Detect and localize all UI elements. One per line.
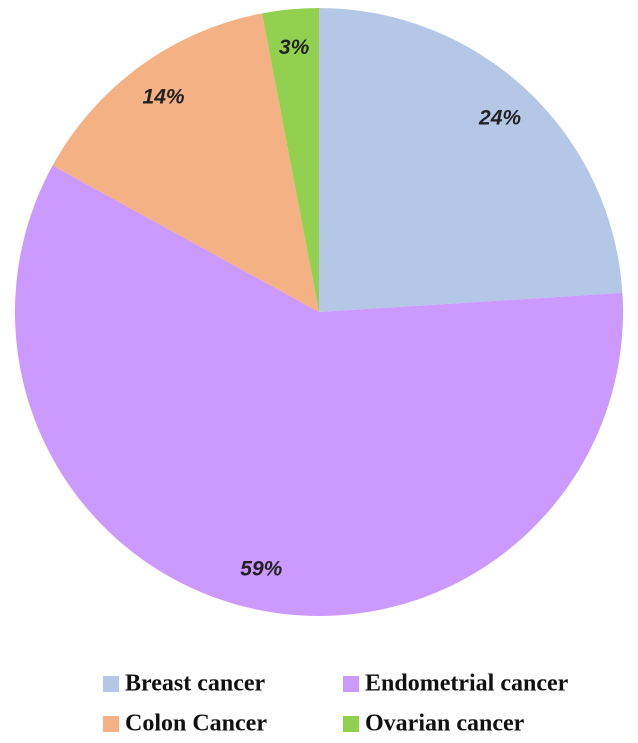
data-label: 59%: [240, 558, 282, 581]
pie-slice: [52, 13, 319, 313]
legend-swatch: [343, 676, 359, 692]
legend-label: Breast cancer: [125, 671, 266, 697]
data-label: 3%: [279, 36, 310, 59]
legend-swatch: [103, 676, 119, 692]
legend-swatch: [103, 716, 119, 732]
legend-label: Ovarian cancer: [365, 711, 525, 737]
data-label: 24%: [478, 107, 521, 130]
pie-slice: [15, 165, 623, 616]
data-label: 14%: [143, 86, 185, 109]
legend-swatch: [343, 716, 359, 732]
legend-label: Endometrial cancer: [365, 671, 569, 697]
legend-label: Colon Cancer: [125, 711, 267, 737]
pie-slice: [319, 8, 623, 312]
pie-slice: [262, 8, 319, 312]
